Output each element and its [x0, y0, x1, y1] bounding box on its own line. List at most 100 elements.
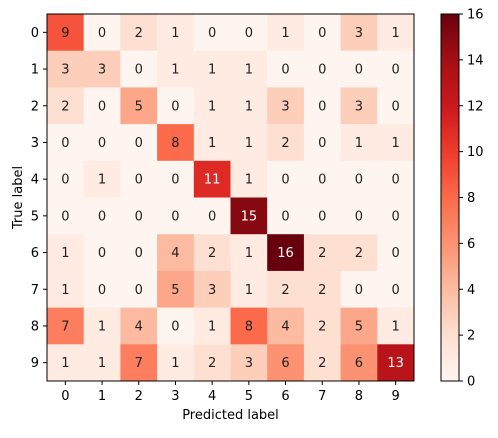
heatmap-cell	[120, 344, 158, 382]
heatmap-cell	[377, 344, 415, 382]
heatmap-cell	[193, 160, 231, 198]
cell-value-label: 1	[392, 26, 400, 41]
heatmap-cell	[83, 50, 121, 88]
cell-value-label: 1	[281, 26, 289, 41]
cell-value-label: 5	[171, 283, 179, 298]
cell-value-label: 0	[318, 209, 326, 224]
heatmap-cell	[120, 197, 158, 235]
cell-value-label: 1	[392, 319, 400, 334]
cell-value-label: 0	[98, 99, 106, 114]
cell-value-label: 0	[208, 26, 216, 41]
heatmap-cell	[267, 344, 305, 382]
cell-value-label: 2	[318, 319, 326, 334]
y-tick-label: 0	[31, 26, 39, 41]
heatmap-cell	[340, 344, 378, 382]
cell-value-label: 0	[392, 173, 400, 188]
cell-value-label: 0	[355, 173, 363, 188]
cell-value-label: 2	[318, 356, 326, 371]
heatmap-cell	[157, 50, 195, 88]
y-tick-label: 5	[31, 209, 39, 224]
heatmap-cell	[377, 197, 415, 235]
cell-value-label: 3	[281, 99, 289, 114]
heatmap-cell	[83, 87, 121, 125]
cell-value-label: 16	[277, 246, 294, 261]
heatmap-cell	[83, 234, 121, 272]
cell-value-label: 2	[61, 99, 69, 114]
cell-value-label: 1	[208, 136, 216, 151]
heatmap-cell	[83, 307, 121, 345]
cell-value-label: 0	[135, 246, 143, 261]
cell-value-label: 2	[281, 136, 289, 151]
heatmap-cell	[193, 307, 231, 345]
heatmap-cell	[377, 234, 415, 272]
cell-value-label: 0	[135, 173, 143, 188]
heatmap-cell	[47, 307, 85, 345]
cell-value-label: 1	[98, 356, 106, 371]
x-tick-label: 3	[171, 389, 179, 404]
heatmap-cell	[303, 14, 341, 52]
heatmap-cell	[193, 14, 231, 52]
heatmap-cell	[303, 124, 341, 162]
y-tick-label: 3	[31, 136, 39, 151]
heatmap-cell	[47, 14, 85, 52]
cell-value-label: 13	[387, 356, 404, 371]
cell-value-label: 4	[135, 319, 143, 334]
heatmap-cell	[303, 160, 341, 198]
cell-value-label: 0	[135, 63, 143, 78]
heatmap-cell	[157, 160, 195, 198]
heatmap-cell	[193, 234, 231, 272]
cell-value-label: 2	[208, 356, 216, 371]
y-tick-label: 6	[31, 246, 39, 261]
cell-value-label: 1	[61, 246, 69, 261]
cell-value-label: 1	[98, 319, 106, 334]
heatmap-cell	[120, 50, 158, 88]
heatmap-cell	[303, 234, 341, 272]
y-tick-label: 2	[31, 99, 39, 114]
cell-value-label: 5	[135, 99, 143, 114]
heatmap-cell	[267, 160, 305, 198]
heatmap-cell	[303, 197, 341, 235]
heatmap-cell	[83, 344, 121, 382]
heatmap-cell	[120, 124, 158, 162]
y-axis-ticks: 0 1 2 3 4 5 6 7 8 9	[31, 26, 47, 371]
cell-value-label: 0	[281, 209, 289, 224]
heatmap-cell	[47, 197, 85, 235]
heatmap-cell	[157, 307, 195, 345]
heatmap-cell	[193, 344, 231, 382]
colorbar-tick-label: 6	[467, 237, 475, 252]
cell-value-label: 1	[245, 99, 253, 114]
heatmap-cell	[267, 14, 305, 52]
heatmap-cell	[340, 270, 378, 308]
heatmap-cell	[47, 160, 85, 198]
cell-value-label: 3	[208, 283, 216, 298]
cell-value-label: 6	[355, 356, 363, 371]
heatmap-cell	[267, 234, 305, 272]
colorbar-tick-label: 12	[467, 99, 484, 114]
cell-value-label: 0	[318, 99, 326, 114]
heatmap-cell	[47, 87, 85, 125]
cell-value-label: 1	[171, 356, 179, 371]
heatmap-cell-labels: 9 0 2 1 0 0 1 0 3 13 3 0 1 1 1 0 0 0 02 0 5 0 1 1 3 0 3 00 0 0 8 1 1 2 0 1 1…	[61, 26, 404, 371]
heatmap-cell	[47, 270, 85, 308]
colorbar-ticks: 0 2 4 6 8 10 12 14 16	[459, 8, 484, 390]
cell-value-label: 1	[245, 283, 253, 298]
cell-value-label: 1	[208, 99, 216, 114]
cell-value-label: 0	[318, 63, 326, 78]
cell-value-label: 0	[61, 136, 69, 151]
heatmap-cell	[340, 197, 378, 235]
cell-value-label: 0	[98, 136, 106, 151]
cell-value-label: 0	[318, 173, 326, 188]
cell-value-label: 0	[135, 209, 143, 224]
cell-value-label: 0	[98, 283, 106, 298]
cell-value-label: 0	[98, 26, 106, 41]
heatmap-cell	[267, 307, 305, 345]
y-axis-title: True label	[11, 166, 26, 230]
heatmap-cell	[47, 124, 85, 162]
heatmap-cell	[267, 197, 305, 235]
cell-value-label: 7	[61, 319, 69, 334]
cell-value-label: 9	[61, 26, 69, 41]
cell-value-label: 3	[61, 63, 69, 78]
colorbar-tick-label: 10	[467, 145, 484, 160]
cell-value-label: 0	[171, 319, 179, 334]
cell-value-label: 1	[98, 173, 106, 188]
